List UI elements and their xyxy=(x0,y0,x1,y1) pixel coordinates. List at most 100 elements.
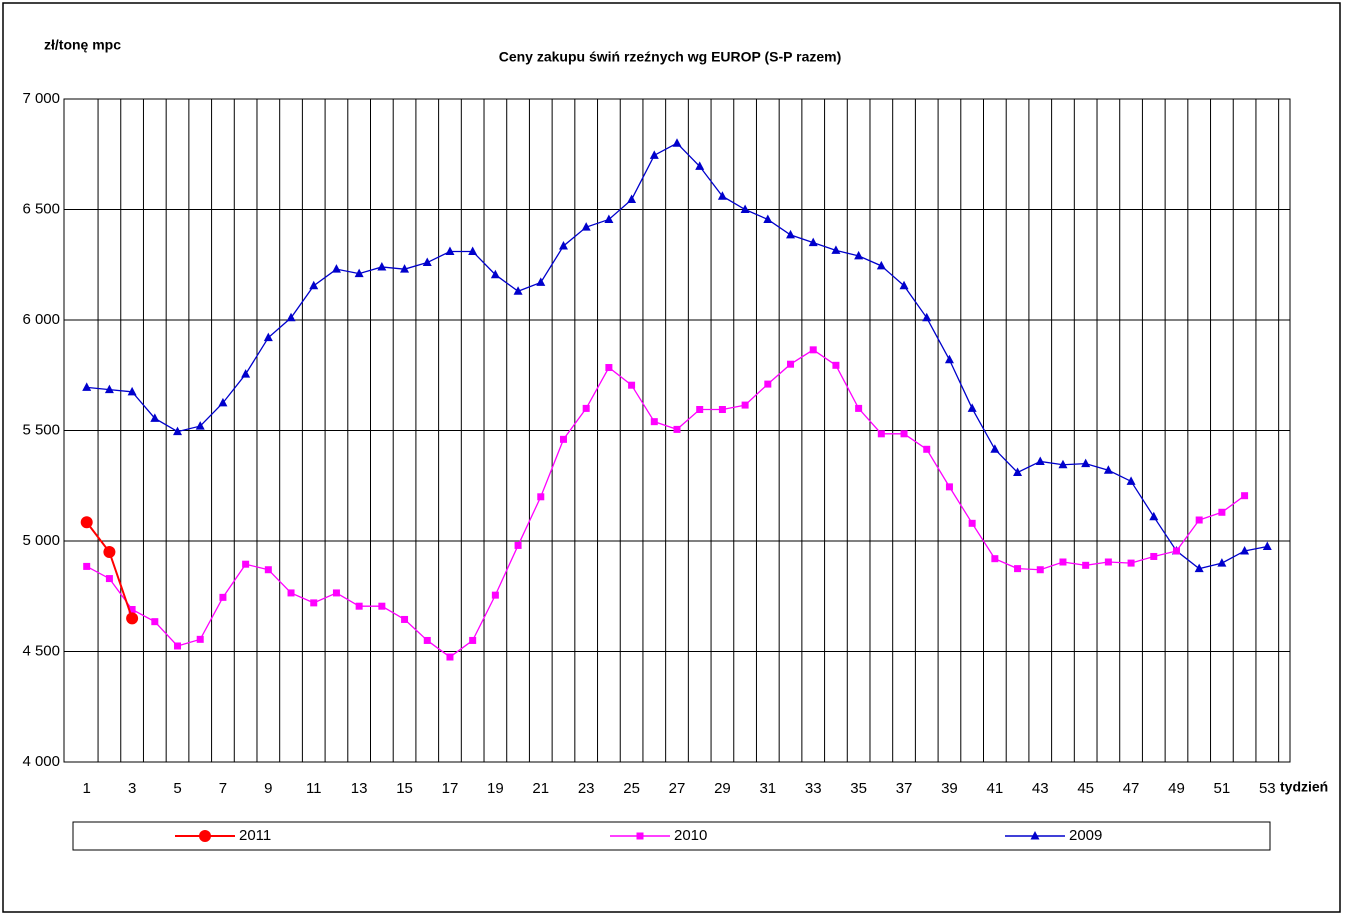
marker xyxy=(945,483,953,491)
x-tick-label: 31 xyxy=(759,780,776,797)
marker xyxy=(1082,561,1090,569)
marker xyxy=(241,369,251,378)
marker xyxy=(876,260,886,270)
marker xyxy=(1081,458,1091,468)
marker xyxy=(899,280,909,290)
y-tick-label: 6 000 xyxy=(22,311,60,328)
y-axis-label: zł/tonę mpc xyxy=(44,37,121,53)
marker xyxy=(991,555,999,563)
marker xyxy=(127,386,137,396)
x-tick-label: 37 xyxy=(896,780,913,797)
marker xyxy=(1058,459,1068,469)
x-tick-label: 3 xyxy=(128,780,136,797)
marker xyxy=(199,830,211,842)
marker xyxy=(808,237,818,247)
marker xyxy=(673,425,681,433)
marker xyxy=(696,406,704,414)
x-tick-label: 19 xyxy=(487,780,504,797)
marker xyxy=(1241,492,1249,500)
marker xyxy=(1013,467,1023,476)
marker xyxy=(1194,563,1204,573)
marker xyxy=(604,214,614,223)
marker xyxy=(174,642,182,650)
marker xyxy=(968,519,976,527)
x-tick-label: 15 xyxy=(396,780,413,797)
marker xyxy=(831,245,841,254)
y-tick-label: 7 000 xyxy=(22,90,60,107)
marker xyxy=(1030,831,1040,840)
chart-title: Ceny zakupu świń rzeźnych wg EUROP (S-P … xyxy=(499,49,842,65)
marker xyxy=(650,418,658,426)
marker xyxy=(922,312,932,322)
marker xyxy=(1262,541,1272,551)
marker xyxy=(832,361,840,369)
marker xyxy=(378,602,386,610)
marker xyxy=(559,435,567,443)
marker xyxy=(513,286,523,295)
marker xyxy=(242,560,250,568)
marker xyxy=(445,246,455,255)
marker xyxy=(1036,566,1044,574)
marker xyxy=(401,615,409,623)
marker xyxy=(103,546,116,559)
marker xyxy=(636,832,644,840)
marker xyxy=(672,138,682,147)
marker xyxy=(1172,547,1180,555)
marker xyxy=(628,381,636,389)
marker xyxy=(104,384,114,394)
marker xyxy=(446,653,454,661)
marker xyxy=(1014,565,1022,573)
marker xyxy=(627,194,637,204)
x-tick-label: 35 xyxy=(850,780,867,797)
marker xyxy=(740,204,750,213)
marker xyxy=(423,636,431,644)
y-tick-label: 4 500 xyxy=(22,642,60,659)
marker xyxy=(287,589,295,597)
marker xyxy=(1150,552,1158,560)
marker xyxy=(581,222,591,231)
marker xyxy=(332,589,340,597)
marker xyxy=(717,191,727,200)
marker xyxy=(514,541,522,549)
marker xyxy=(196,635,204,643)
x-tick-label: 1 xyxy=(83,780,91,797)
marker xyxy=(1218,508,1226,516)
x-tick-label: 11 xyxy=(306,780,322,797)
marker xyxy=(1217,558,1227,567)
marker xyxy=(855,404,863,412)
marker xyxy=(264,566,272,574)
x-tick-label: 39 xyxy=(941,780,958,797)
legend-label: 2011 xyxy=(239,827,271,844)
marker xyxy=(310,599,318,607)
marker xyxy=(1126,476,1136,485)
series-line xyxy=(86,349,1245,658)
marker xyxy=(263,332,273,342)
x-tick-label: 43 xyxy=(1032,780,1049,797)
legend-label: 2009 xyxy=(1069,827,1102,844)
marker xyxy=(763,214,773,223)
marker xyxy=(469,636,477,644)
marker xyxy=(649,150,659,159)
x-tick-label: 13 xyxy=(351,780,368,797)
marker xyxy=(558,240,568,250)
marker xyxy=(377,261,387,271)
marker xyxy=(741,401,749,409)
marker xyxy=(718,406,726,414)
marker xyxy=(82,382,92,391)
x-tick-label: 51 xyxy=(1214,780,1231,797)
x-tick-label: 41 xyxy=(987,780,1004,797)
marker xyxy=(468,246,478,255)
x-tick-label: 47 xyxy=(1123,780,1140,797)
marker xyxy=(1195,516,1203,524)
y-tick-label: 6 500 xyxy=(22,200,60,217)
marker xyxy=(854,250,864,260)
marker xyxy=(1035,456,1045,465)
marker xyxy=(218,397,228,407)
marker xyxy=(605,364,613,372)
marker xyxy=(105,575,113,583)
marker xyxy=(967,403,977,412)
marker xyxy=(80,516,93,529)
marker xyxy=(219,593,227,601)
marker xyxy=(491,591,499,599)
marker xyxy=(150,413,160,422)
